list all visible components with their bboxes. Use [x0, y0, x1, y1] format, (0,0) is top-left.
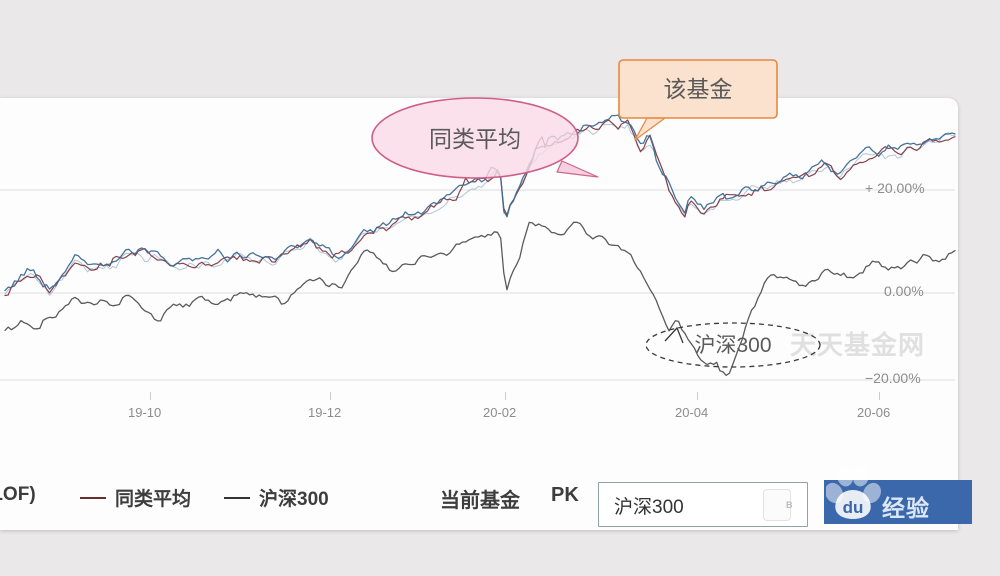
- svg-text:沪深300: 沪深300: [694, 334, 771, 357]
- svg-text:同类平均: 同类平均: [429, 126, 521, 152]
- svg-text:du: du: [843, 498, 864, 517]
- svg-text:该基金: 该基金: [664, 76, 733, 102]
